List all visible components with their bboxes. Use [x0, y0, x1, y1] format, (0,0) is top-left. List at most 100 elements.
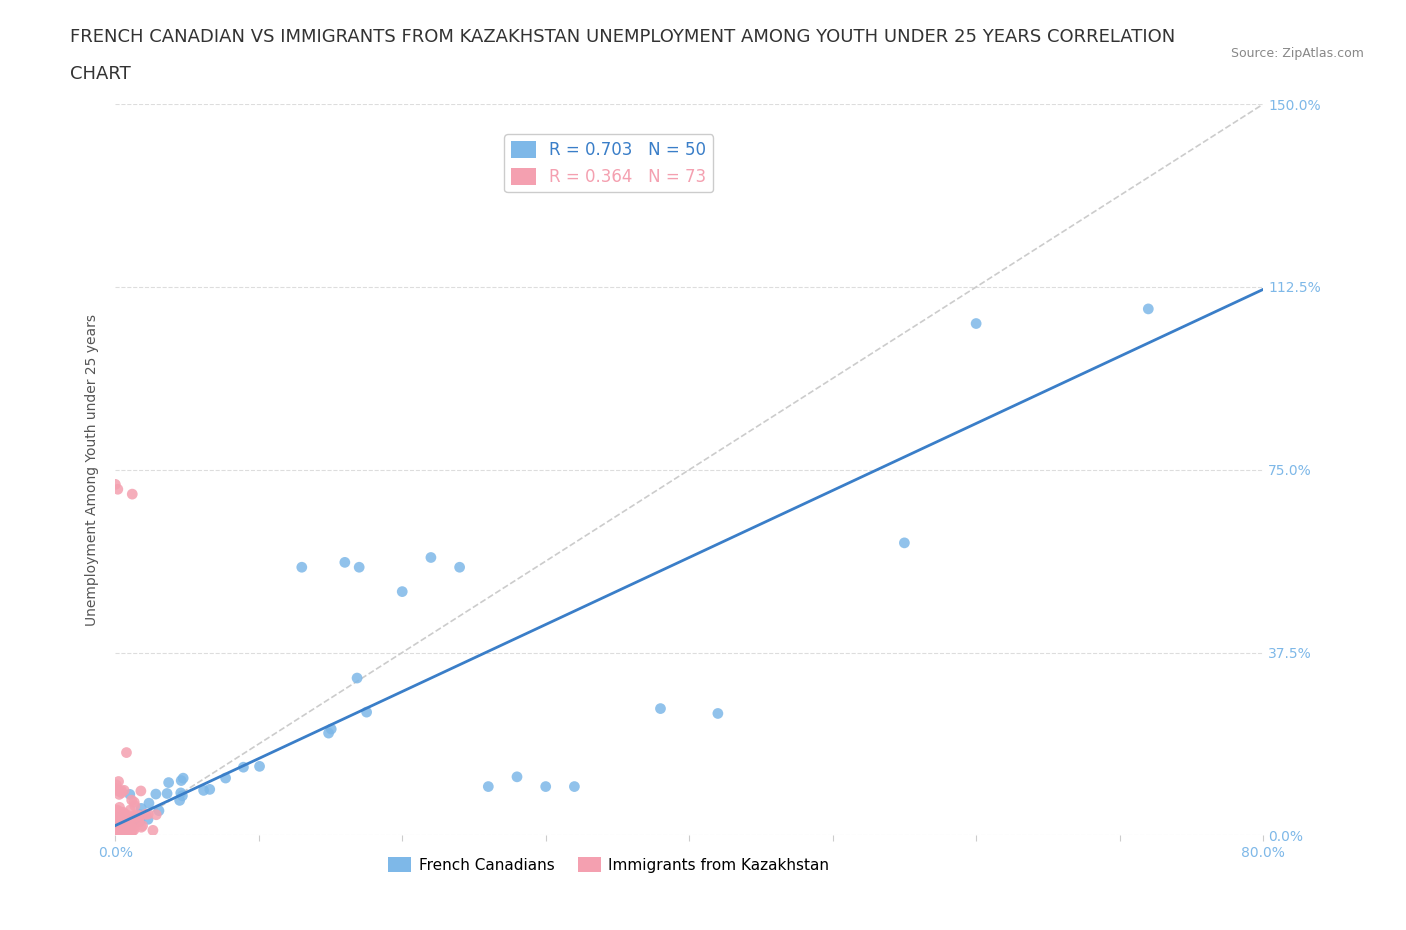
Point — [112, 827, 135, 842]
Point — [122, 808, 145, 823]
Point — [107, 810, 129, 825]
Point — [156, 786, 179, 801]
Point — [121, 821, 143, 836]
Point — [650, 701, 672, 716]
Point — [112, 783, 135, 798]
Point — [419, 550, 441, 565]
Point — [107, 784, 129, 799]
Point — [122, 822, 145, 837]
Point — [135, 807, 157, 822]
Point — [108, 822, 131, 837]
Point — [120, 817, 142, 832]
Point — [129, 808, 152, 823]
Point — [534, 779, 557, 794]
Point — [391, 584, 413, 599]
Point — [108, 800, 131, 815]
Point — [104, 823, 127, 838]
Point — [128, 813, 150, 828]
Point — [112, 825, 135, 840]
Point — [121, 824, 143, 839]
Point — [122, 795, 145, 810]
Point — [110, 825, 132, 840]
Point — [449, 560, 471, 575]
Point — [142, 823, 165, 838]
Point — [506, 769, 529, 784]
Point — [108, 787, 131, 802]
Point — [118, 813, 141, 828]
Point — [105, 813, 128, 828]
Point — [214, 771, 236, 786]
Point — [346, 671, 368, 685]
Point — [121, 486, 143, 501]
Text: CHART: CHART — [70, 65, 131, 83]
Text: Source: ZipAtlas.com: Source: ZipAtlas.com — [1230, 46, 1364, 60]
Point — [136, 806, 159, 821]
Point — [117, 821, 139, 836]
Point — [115, 819, 138, 834]
Point — [115, 807, 138, 822]
Point — [127, 808, 149, 823]
Point — [108, 819, 131, 834]
Point — [118, 815, 141, 830]
Point — [148, 804, 170, 818]
Point — [291, 560, 314, 575]
Point — [249, 759, 271, 774]
Point — [107, 826, 129, 841]
Point — [707, 706, 730, 721]
Point — [120, 827, 142, 842]
Point — [105, 822, 128, 837]
Point — [169, 793, 191, 808]
Point — [107, 804, 129, 818]
Point — [110, 783, 132, 798]
Point — [347, 560, 370, 575]
Point — [477, 779, 499, 794]
Point — [232, 760, 254, 775]
Point — [105, 803, 128, 817]
Point — [118, 819, 141, 834]
Point — [105, 828, 128, 843]
Point — [105, 806, 128, 821]
Point — [129, 807, 152, 822]
Point — [145, 787, 167, 802]
Point — [129, 783, 152, 798]
Point — [333, 555, 356, 570]
Point — [124, 809, 146, 824]
Point — [321, 722, 343, 737]
Point — [111, 805, 134, 820]
Point — [121, 812, 143, 827]
Point — [112, 805, 135, 820]
Point — [138, 796, 160, 811]
Point — [172, 789, 194, 804]
Point — [105, 781, 128, 796]
Point — [136, 812, 159, 827]
Point — [105, 814, 128, 829]
Point — [1137, 301, 1160, 316]
Point — [108, 822, 131, 837]
Point — [172, 771, 194, 786]
Point — [115, 745, 138, 760]
Point — [110, 822, 132, 837]
Point — [129, 814, 152, 829]
Point — [110, 805, 132, 820]
Point — [104, 828, 127, 843]
Point — [118, 826, 141, 841]
Point — [131, 818, 153, 833]
Point — [170, 773, 193, 788]
Point — [129, 801, 152, 816]
Point — [111, 808, 134, 823]
Point — [118, 820, 141, 835]
Point — [112, 823, 135, 838]
Point — [117, 817, 139, 831]
Point — [356, 705, 378, 720]
Point — [118, 787, 141, 802]
Point — [108, 826, 131, 841]
Point — [114, 820, 136, 835]
Point — [893, 536, 915, 551]
Point — [108, 828, 131, 843]
Point — [107, 826, 129, 841]
Point — [107, 774, 129, 789]
Point — [115, 812, 138, 827]
Point — [564, 779, 586, 794]
Point — [112, 810, 135, 825]
Point — [145, 807, 167, 822]
